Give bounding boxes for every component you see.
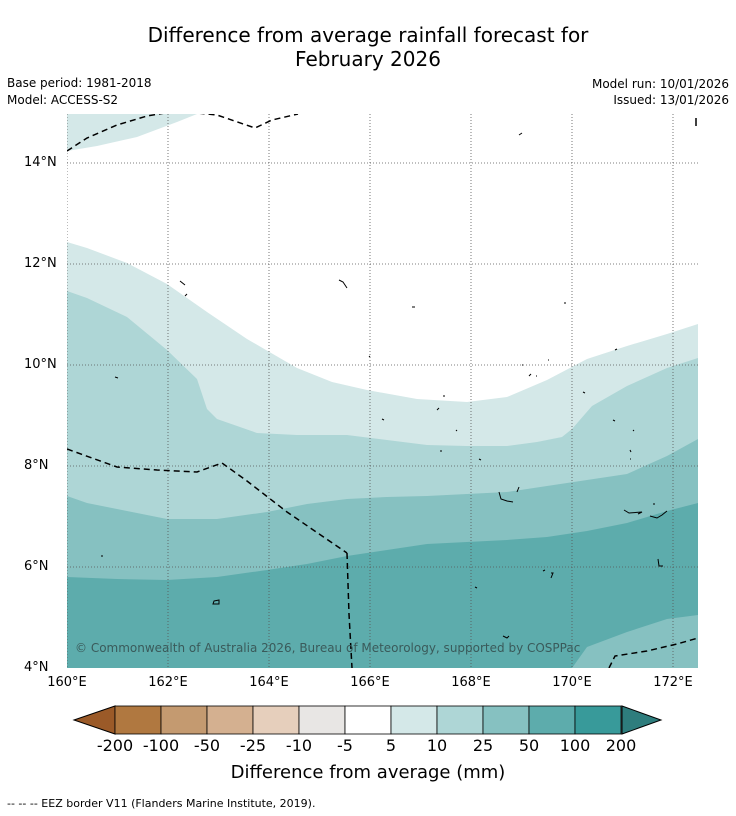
island-6 bbox=[368, 355, 371, 358]
island-23 bbox=[502, 635, 510, 639]
lon-label-170e: 170°E bbox=[552, 675, 592, 690]
lon-label-164e: 164°E bbox=[249, 675, 289, 690]
cb-tick-10: 10 bbox=[426, 736, 448, 755]
lon-label-168e: 168°E bbox=[451, 675, 491, 690]
island-12 bbox=[381, 418, 385, 421]
colorbar-segment-9 bbox=[482, 705, 530, 735]
eez-border-southeast bbox=[608, 637, 698, 668]
cb-tick-50: 50 bbox=[518, 736, 540, 755]
colorbar-segment-8 bbox=[436, 705, 484, 735]
island-8 bbox=[522, 359, 549, 377]
cb-tick-minus50: -50 bbox=[193, 736, 221, 755]
colorbar-segment-3 bbox=[206, 705, 254, 735]
colorbar-extend-high bbox=[621, 705, 663, 735]
band-25-50-southeast bbox=[572, 615, 698, 668]
island-15 bbox=[629, 449, 632, 460]
issued-date: Issued: 13/01/2026 bbox=[613, 93, 729, 107]
cb-tick-200: 200 bbox=[605, 736, 637, 755]
island-10 bbox=[582, 391, 586, 394]
island-2 bbox=[179, 280, 188, 297]
cb-tick-minus100: -100 bbox=[142, 736, 180, 755]
lat-label-4n: 4°N bbox=[24, 660, 49, 675]
lat-label-14n: 14°N bbox=[24, 155, 57, 170]
lon-label-160e: 160°E bbox=[47, 675, 87, 690]
colorbar-segment-4 bbox=[252, 705, 300, 735]
island-14 bbox=[440, 450, 482, 461]
colorbar-segments bbox=[114, 705, 622, 735]
colorbar-extend-low bbox=[72, 705, 116, 735]
colorbar-segment-7 bbox=[390, 705, 438, 735]
eez-border-north bbox=[67, 114, 299, 152]
colorbar-segment-6 bbox=[344, 705, 392, 735]
graticule bbox=[67, 114, 698, 668]
cb-tick-5: 5 bbox=[385, 736, 397, 755]
colorbar-segment-1 bbox=[114, 705, 162, 735]
island-19 bbox=[542, 569, 554, 579]
eez-borders bbox=[67, 114, 698, 668]
island-9 bbox=[614, 348, 618, 351]
map-title-line1: Difference from average rainfall forecas… bbox=[147, 23, 589, 47]
island-11 bbox=[436, 395, 458, 432]
lon-label-166e: 166°E bbox=[350, 675, 390, 690]
cb-tick-minus10: -10 bbox=[285, 736, 313, 755]
cb-tick-minus5: -5 bbox=[337, 736, 353, 755]
island-7 bbox=[114, 376, 119, 379]
colorbar-segment-11 bbox=[574, 705, 622, 735]
band-5-10-northwest bbox=[67, 114, 197, 151]
island-13 bbox=[612, 419, 635, 432]
cb-tick-minus25: -25 bbox=[239, 736, 267, 755]
lat-label-10n: 10°N bbox=[24, 357, 57, 372]
lat-label-8n: 8°N bbox=[24, 458, 49, 473]
eez-border-south bbox=[346, 552, 353, 668]
islands bbox=[101, 132, 668, 639]
lon-label-162e: 162°E bbox=[148, 675, 188, 690]
model-name: Model: ACCESS-S2 bbox=[7, 93, 119, 107]
lat-label-12n: 12°N bbox=[24, 256, 57, 271]
cb-tick-100: 100 bbox=[559, 736, 591, 755]
island-17 bbox=[623, 503, 668, 519]
model-run: Model run: 10/01/2026 bbox=[591, 77, 729, 91]
map-title-line2: February 2026 bbox=[295, 47, 441, 71]
eez-footnote: -- -- -- EEZ border V11 (Flanders Marine… bbox=[7, 797, 316, 810]
colorbar-title: Difference from average (mm) bbox=[230, 762, 506, 783]
lon-label-172e: 172°E bbox=[653, 675, 693, 690]
colorbar-segment-5 bbox=[298, 705, 346, 735]
island-16 bbox=[498, 486, 520, 503]
base-period: Base period: 1981-2018 bbox=[7, 76, 152, 90]
rainfall-map bbox=[67, 114, 698, 668]
island-3 bbox=[338, 279, 348, 289]
lat-label-6n: 6°N bbox=[24, 559, 49, 574]
island-22 bbox=[474, 586, 478, 589]
band-50-100 bbox=[67, 503, 698, 668]
colorbar-segment-10 bbox=[528, 705, 576, 735]
colorbar-segment-2 bbox=[160, 705, 208, 735]
cb-tick-25: 25 bbox=[472, 736, 494, 755]
island-20 bbox=[657, 558, 663, 567]
cb-tick-minus200: -200 bbox=[96, 736, 134, 755]
island-1 bbox=[518, 132, 523, 136]
copyright-notice: © Commonwealth of Australia 2026, Bureau… bbox=[75, 641, 581, 655]
island-21 bbox=[212, 599, 220, 605]
eez-border-west bbox=[67, 448, 348, 554]
